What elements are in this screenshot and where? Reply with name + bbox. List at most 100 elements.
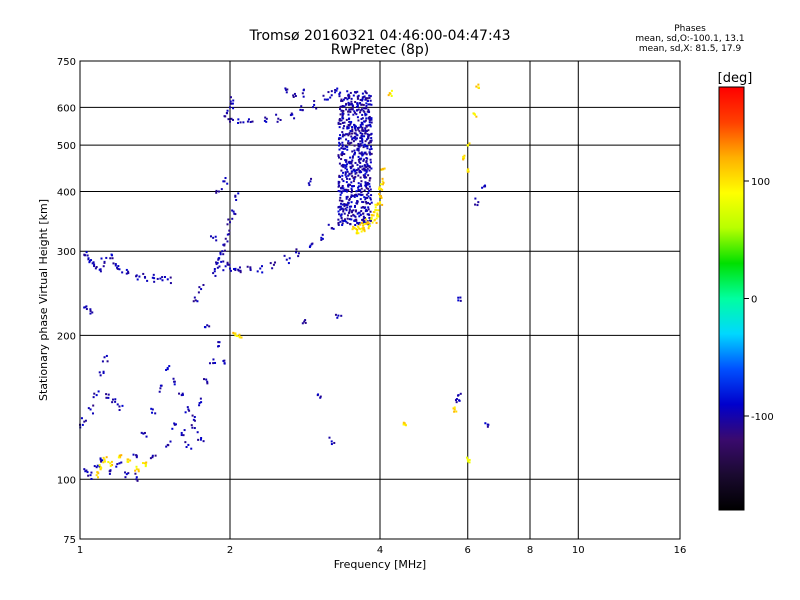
- data-point: [402, 421, 405, 424]
- data-point: [217, 190, 220, 193]
- data-point: [313, 103, 316, 106]
- data-point: [231, 102, 234, 105]
- data-point: [370, 118, 373, 121]
- data-point: [108, 472, 111, 475]
- data-point: [357, 142, 360, 145]
- data-point: [125, 272, 128, 275]
- data-point: [368, 189, 371, 192]
- data-point: [463, 154, 466, 157]
- data-point: [457, 296, 460, 299]
- data-point: [229, 106, 231, 109]
- data-point: [105, 354, 108, 357]
- data-point: [102, 456, 105, 459]
- data-point: [354, 135, 357, 138]
- data-point: [166, 278, 169, 281]
- data-point: [467, 460, 470, 463]
- data-point: [357, 188, 360, 191]
- data-point: [246, 265, 249, 268]
- data-point: [144, 465, 147, 468]
- data-point: [301, 109, 304, 112]
- data-point: [93, 465, 96, 468]
- data-point: [220, 260, 223, 263]
- data-point: [361, 154, 364, 157]
- data-point: [368, 119, 371, 122]
- data-point: [361, 99, 364, 102]
- data-point: [304, 319, 307, 322]
- data-point: [111, 401, 114, 404]
- data-point: [239, 121, 242, 124]
- data-point: [359, 98, 362, 101]
- data-point: [379, 195, 381, 198]
- data-point: [173, 423, 176, 426]
- data-point: [213, 268, 216, 271]
- data-point: [369, 198, 372, 201]
- data-point: [361, 129, 364, 132]
- data-point: [344, 167, 347, 170]
- data-point: [378, 188, 381, 191]
- data-point: [337, 210, 340, 213]
- data-point: [365, 165, 368, 168]
- data-point: [137, 468, 140, 471]
- data-point: [226, 109, 229, 112]
- x-tick-label: 10: [572, 545, 585, 556]
- data-point: [376, 212, 379, 215]
- data-point: [91, 262, 94, 265]
- y-tick-label: 300: [57, 247, 76, 258]
- data-point: [343, 212, 346, 215]
- data-point: [368, 121, 371, 124]
- data-point: [159, 277, 162, 280]
- data-point: [97, 472, 100, 475]
- data-point: [274, 261, 277, 264]
- data-point: [354, 210, 357, 213]
- data-point: [369, 219, 372, 222]
- data-point: [337, 223, 340, 226]
- data-point: [390, 94, 393, 97]
- data-point: [215, 263, 218, 266]
- data-point: [96, 464, 99, 467]
- data-point: [151, 454, 154, 457]
- data-point: [341, 163, 344, 166]
- data-point: [186, 406, 189, 409]
- data-point: [486, 425, 489, 428]
- data-point: [238, 333, 241, 336]
- y-tick-label: 75: [63, 535, 76, 546]
- data-point: [219, 253, 222, 256]
- data-point: [366, 182, 369, 185]
- data-point: [360, 171, 363, 174]
- data-point: [319, 395, 322, 398]
- data-point: [294, 95, 297, 98]
- data-point: [453, 408, 456, 411]
- data-point: [217, 345, 220, 348]
- data-point: [95, 266, 98, 269]
- data-point: [237, 269, 240, 272]
- data-point: [223, 249, 226, 252]
- data-point: [339, 205, 342, 208]
- data-point: [105, 396, 108, 399]
- data-point: [368, 141, 371, 144]
- data-point: [366, 183, 369, 186]
- data-point: [368, 185, 371, 188]
- data-point: [351, 170, 354, 173]
- data-point: [354, 127, 357, 130]
- data-point: [346, 217, 349, 220]
- data-point: [347, 174, 350, 177]
- data-point: [344, 173, 347, 176]
- data-point: [350, 191, 353, 194]
- data-point: [301, 322, 304, 325]
- data-point: [302, 89, 305, 92]
- y-tick-label: 500: [57, 141, 76, 152]
- data-point: [346, 221, 349, 224]
- data-point: [369, 210, 372, 213]
- data-point: [353, 149, 356, 152]
- data-point: [224, 265, 227, 268]
- data-point: [337, 218, 340, 221]
- data-point: [355, 113, 358, 116]
- data-point: [365, 130, 368, 133]
- data-point: [361, 139, 364, 142]
- data-point: [135, 275, 138, 278]
- data-point: [146, 279, 149, 282]
- data-point: [339, 196, 342, 199]
- data-point: [356, 230, 359, 233]
- data-point: [347, 113, 350, 116]
- data-point: [99, 458, 102, 461]
